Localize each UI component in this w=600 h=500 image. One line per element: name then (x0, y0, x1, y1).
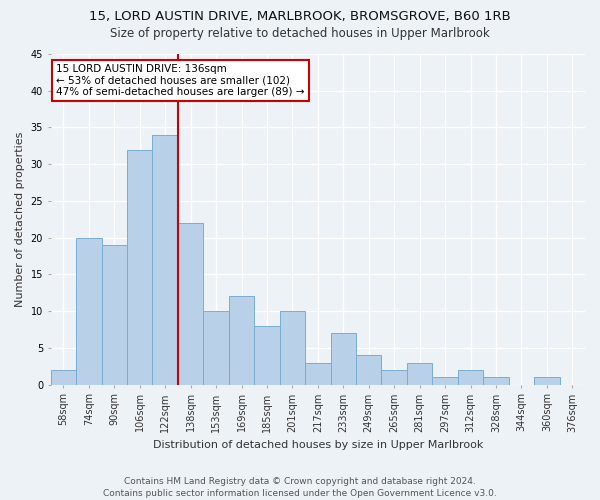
Bar (382, 370, 407, 384)
Bar (101, 245, 127, 384)
Text: Size of property relative to detached houses in Upper Marlbrook: Size of property relative to detached ho… (110, 28, 490, 40)
Y-axis label: Number of detached properties: Number of detached properties (15, 132, 25, 307)
Bar (534, 378, 560, 384)
Text: Contains HM Land Registry data © Crown copyright and database right 2024.
Contai: Contains HM Land Registry data © Crown c… (103, 476, 497, 498)
Bar (433, 378, 458, 384)
Bar (178, 223, 203, 384)
Bar (203, 311, 229, 384)
Bar (76, 238, 101, 384)
Bar (50, 370, 76, 384)
X-axis label: Distribution of detached houses by size in Upper Marlbrook: Distribution of detached houses by size … (152, 440, 483, 450)
Bar (483, 378, 509, 384)
Bar (305, 362, 331, 384)
Bar (280, 311, 305, 384)
Text: 15, LORD AUSTIN DRIVE, MARLBROOK, BROMSGROVE, B60 1RB: 15, LORD AUSTIN DRIVE, MARLBROOK, BROMSG… (89, 10, 511, 23)
Bar (229, 296, 254, 384)
Bar (356, 356, 382, 384)
Bar (152, 135, 178, 384)
Bar (254, 326, 280, 384)
Bar (458, 370, 483, 384)
Bar (127, 150, 152, 384)
Bar (407, 362, 433, 384)
Bar (331, 333, 356, 384)
Text: 15 LORD AUSTIN DRIVE: 136sqm
← 53% of detached houses are smaller (102)
47% of s: 15 LORD AUSTIN DRIVE: 136sqm ← 53% of de… (56, 64, 305, 97)
